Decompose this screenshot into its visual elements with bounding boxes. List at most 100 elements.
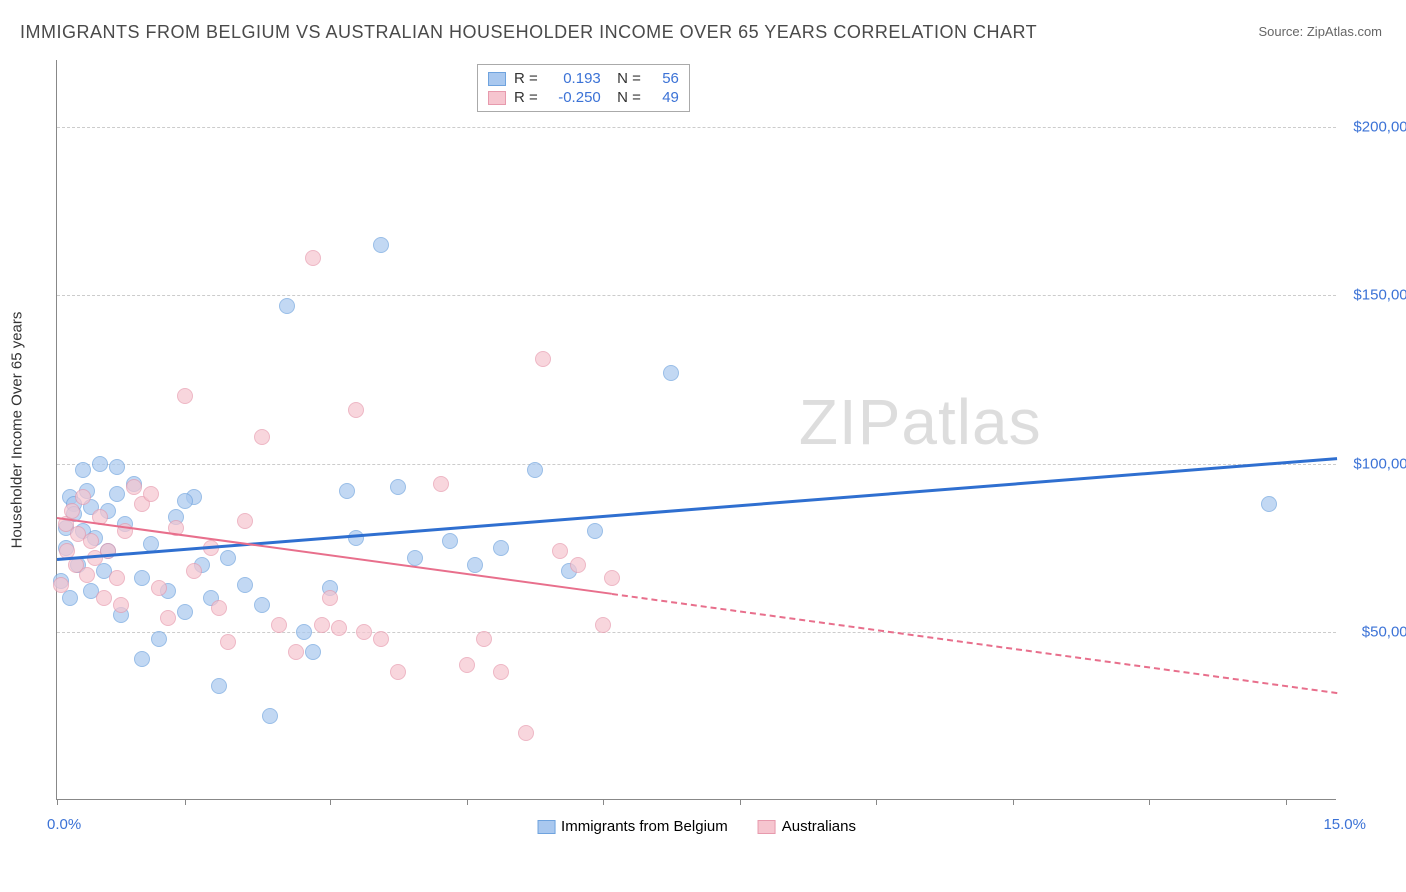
data-point <box>64 503 80 519</box>
data-point <box>356 624 372 640</box>
data-point <box>160 610 176 626</box>
y-tick-label: $150,000 <box>1346 287 1406 304</box>
data-point <box>467 557 483 573</box>
data-point <box>552 543 568 559</box>
r-value: -0.250 <box>546 89 601 106</box>
data-point <box>211 678 227 694</box>
data-point <box>442 533 458 549</box>
data-point <box>493 540 509 556</box>
data-point <box>211 600 227 616</box>
gridline <box>57 632 1336 633</box>
data-point <box>518 725 534 741</box>
data-point <box>237 513 253 529</box>
data-point <box>535 351 551 367</box>
chart-title: IMMIGRANTS FROM BELGIUM VS AUSTRALIAN HO… <box>20 22 1037 43</box>
data-point <box>96 590 112 606</box>
x-tick <box>57 799 58 805</box>
data-point <box>373 631 389 647</box>
data-point <box>151 631 167 647</box>
chart-container: IMMIGRANTS FROM BELGIUM VS AUSTRALIAN HO… <box>0 0 1406 892</box>
n-label: N = <box>609 89 641 106</box>
y-tick-label: $200,000 <box>1346 119 1406 136</box>
data-point <box>271 617 287 633</box>
x-tick <box>1149 799 1150 805</box>
r-value: 0.193 <box>546 70 601 87</box>
data-point <box>604 570 620 586</box>
data-point <box>305 250 321 266</box>
data-point <box>109 570 125 586</box>
data-point <box>314 617 330 633</box>
data-point <box>296 624 312 640</box>
data-point <box>331 620 347 636</box>
source-attribution: Source: ZipAtlas.com <box>1258 24 1382 39</box>
y-axis-title: Householder Income Over 65 years <box>9 311 26 548</box>
data-point <box>322 590 338 606</box>
legend-label: Australians <box>782 818 856 835</box>
data-point <box>151 580 167 596</box>
data-point <box>587 523 603 539</box>
trend-line <box>612 593 1338 694</box>
legend-swatch <box>758 820 776 834</box>
data-point <box>570 557 586 573</box>
data-point <box>109 459 125 475</box>
stats-row: R = 0.193 N = 56 <box>488 69 679 88</box>
data-point <box>390 664 406 680</box>
x-tick <box>330 799 331 805</box>
data-point <box>527 462 543 478</box>
data-point <box>348 530 364 546</box>
gridline <box>57 295 1336 296</box>
data-point <box>177 388 193 404</box>
correlation-stats-box: R =0.193 N =56R =-0.250 N =49 <box>477 64 690 112</box>
data-point <box>407 550 423 566</box>
x-tick <box>185 799 186 805</box>
data-point <box>186 563 202 579</box>
legend-label: Immigrants from Belgium <box>561 818 728 835</box>
x-axis-max-label: 15.0% <box>1323 816 1366 833</box>
data-point <box>143 486 159 502</box>
data-point <box>663 365 679 381</box>
series-swatch <box>488 72 506 86</box>
data-point <box>126 479 142 495</box>
data-point <box>75 489 91 505</box>
data-point <box>339 483 355 499</box>
x-tick <box>740 799 741 805</box>
data-point <box>262 708 278 724</box>
data-point <box>433 476 449 492</box>
legend-swatch <box>537 820 555 834</box>
n-label: N = <box>609 70 641 87</box>
data-point <box>476 631 492 647</box>
data-point <box>220 634 236 650</box>
x-tick <box>603 799 604 805</box>
gridline <box>57 464 1336 465</box>
watermark: ZIPatlas <box>799 385 1042 459</box>
data-point <box>134 570 150 586</box>
r-label: R = <box>514 70 538 87</box>
chart-legend: Immigrants from Belgium Australians <box>537 818 856 835</box>
r-label: R = <box>514 89 538 106</box>
n-value: 56 <box>649 70 679 87</box>
data-point <box>75 462 91 478</box>
data-point <box>92 456 108 472</box>
data-point <box>373 237 389 253</box>
data-point <box>83 533 99 549</box>
data-point <box>279 298 295 314</box>
data-point <box>53 577 69 593</box>
legend-item: Australians <box>758 818 856 835</box>
data-point <box>62 590 78 606</box>
data-point <box>113 597 129 613</box>
data-point <box>254 429 270 445</box>
y-tick-label: $100,000 <box>1346 455 1406 472</box>
data-point <box>305 644 321 660</box>
series-swatch <box>488 91 506 105</box>
x-tick <box>1286 799 1287 805</box>
stats-row: R =-0.250 N =49 <box>488 88 679 107</box>
data-point <box>390 479 406 495</box>
data-point <box>1261 496 1277 512</box>
data-point <box>237 577 253 593</box>
data-point <box>220 550 236 566</box>
gridline <box>57 127 1336 128</box>
data-point <box>493 664 509 680</box>
x-tick <box>1013 799 1014 805</box>
data-point <box>109 486 125 502</box>
data-point <box>79 567 95 583</box>
